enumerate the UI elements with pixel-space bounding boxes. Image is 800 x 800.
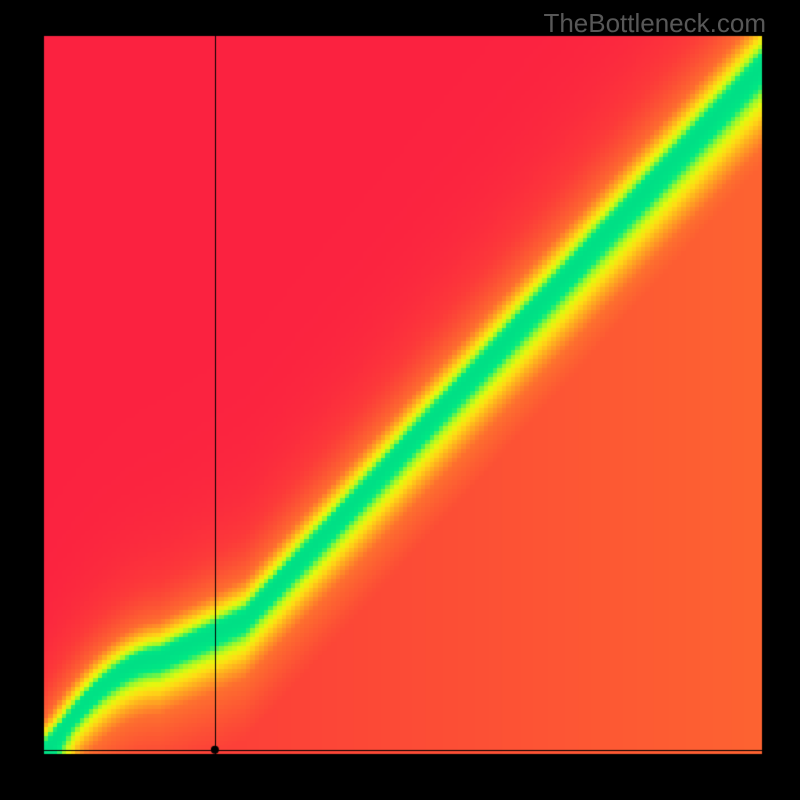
watermark-text: TheBottleneck.com: [543, 8, 766, 39]
heatmap-canvas: [0, 0, 800, 800]
figure-container: TheBottleneck.com: [0, 0, 800, 800]
